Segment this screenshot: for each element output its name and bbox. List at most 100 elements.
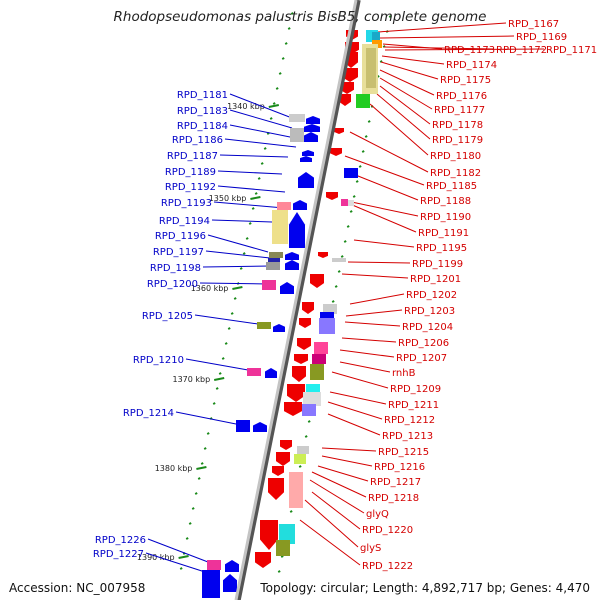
- leader-line-left: [207, 234, 269, 253]
- gene-label-right: RPD_1211: [388, 400, 439, 411]
- leader-line-right: [349, 293, 405, 305]
- minor-tick-left: [242, 252, 246, 255]
- major-tick: [268, 104, 279, 108]
- gene-label-right: RPD_1201: [410, 274, 461, 285]
- minor-tick-left: [203, 447, 207, 450]
- minor-tick-left: [251, 207, 255, 210]
- gene-label-right: RPD_1180: [430, 151, 481, 162]
- map-title: Rhodopseudomonas palustris BisB5, comple…: [113, 9, 487, 25]
- leader-line-right: [353, 239, 415, 248]
- forward-gene-arrow: [223, 574, 237, 592]
- gene-block: [236, 420, 250, 432]
- gene-block: [303, 392, 321, 406]
- gene-label-right: RPD_1209: [390, 384, 441, 395]
- leader-line-right: [327, 413, 381, 436]
- minor-tick-right: [289, 510, 293, 513]
- gene-block: [310, 364, 324, 380]
- major-tick: [196, 466, 207, 470]
- gene-label-left: RPD_1205: [142, 311, 193, 322]
- leader-line-right: [309, 479, 365, 514]
- minor-tick-right: [358, 165, 362, 168]
- leader-line-right: [369, 103, 429, 156]
- reverse-gene-arrow: [334, 128, 344, 134]
- gene-label-right: RPD_1169: [516, 32, 567, 43]
- reverse-gene-arrow: [268, 478, 284, 500]
- gene-label-right: glyQ: [366, 509, 389, 520]
- gene-label-left: RPD_1200: [147, 279, 198, 290]
- minor-tick-left: [233, 297, 237, 300]
- gene-label-right: RPD_1179: [432, 135, 483, 146]
- forward-gene-arrow: [289, 212, 305, 248]
- forward-gene-arrow: [253, 422, 267, 432]
- leader-line-left: [194, 314, 259, 325]
- leader-line-right: [321, 455, 373, 467]
- forward-gene-arrow: [300, 156, 312, 162]
- leader-line-right: [349, 131, 429, 173]
- right-gene-labels: RPD_1167 RPD_1169 RPD_1173 RPD_1172RPD_1171…: [360, 19, 597, 572]
- gene-block: [332, 258, 346, 262]
- forward-gene-arrow: [293, 200, 307, 210]
- tick-label-6: 1390 kbp: [137, 553, 175, 562]
- gene-block: [320, 312, 334, 320]
- leader-line-right: [339, 349, 395, 358]
- minor-tick-left: [257, 177, 261, 180]
- minor-tick-left: [224, 342, 228, 345]
- gene-label-right: RPD_1216: [374, 462, 425, 473]
- leader-lines: [145, 22, 545, 573]
- minor-tick-left: [290, 12, 294, 15]
- forward-gene-arrow: [265, 368, 277, 378]
- gene-block: [356, 94, 370, 108]
- minor-tick-left: [191, 507, 195, 510]
- gene-block: [294, 454, 306, 464]
- reverse-gene-arrow: [339, 94, 351, 106]
- leader-line-left: [202, 265, 271, 268]
- leader-line-right: [311, 471, 367, 498]
- minor-tick-left: [179, 567, 183, 570]
- forward-gene-arrow: [285, 260, 299, 270]
- minor-tick-right: [379, 60, 383, 63]
- reverse-gene-arrow: [260, 520, 278, 550]
- reverse-gene-arrow: [310, 274, 324, 288]
- leader-line-left: [219, 154, 289, 158]
- gene-label-left: RPD_1184: [177, 121, 228, 132]
- gene-block: [202, 570, 220, 598]
- major-tick: [250, 196, 261, 200]
- leader-line-right: [379, 77, 433, 110]
- minor-tick-right: [349, 210, 353, 213]
- reverse-gene-arrow: [287, 384, 305, 402]
- leader-line-left: [147, 538, 209, 563]
- forward-gene-arrow: [273, 324, 285, 332]
- gene-block: [268, 258, 280, 264]
- genome-backbone: [234, 0, 358, 600]
- map-footer: Accession: NC_007958 Topology: circular;…: [0, 576, 600, 600]
- leader-line-right: [347, 261, 411, 264]
- gene-block: [266, 262, 280, 270]
- minor-tick-left: [281, 57, 285, 60]
- leader-line-right: [345, 309, 403, 317]
- minor-tick-left: [254, 192, 258, 195]
- minor-tick-left: [275, 87, 279, 90]
- reverse-gene-arrow: [297, 338, 311, 350]
- leader-line-left: [185, 358, 249, 371]
- gene-block: [289, 114, 305, 122]
- minor-tick-right: [337, 270, 341, 273]
- leader-line-right: [379, 69, 435, 96]
- leader-line-right: [317, 465, 369, 482]
- leader-line-right: [321, 447, 377, 452]
- leader-line-left: [175, 411, 237, 425]
- tick-label-1: 1340 kbp: [227, 102, 265, 111]
- genome-summary-text: Topology: circular; Length: 4,892,717 bp…: [260, 581, 590, 595]
- gene-label-right: RPD_1177: [434, 105, 485, 116]
- major-tick: [214, 377, 225, 381]
- minor-tick-left: [185, 537, 189, 540]
- leader-line-right: [344, 321, 401, 327]
- gene-label-left: RPD_1194: [159, 216, 210, 227]
- minor-tick-right: [307, 420, 311, 423]
- backbone-group: [234, 0, 361, 600]
- gene-block: [348, 200, 354, 206]
- gene-label-right: RPD_1199: [412, 259, 463, 270]
- minor-tick-right: [340, 255, 344, 258]
- leader-line-left: [217, 185, 286, 193]
- leader-line-left: [205, 250, 271, 259]
- reverse-gene-arrow: [292, 366, 306, 382]
